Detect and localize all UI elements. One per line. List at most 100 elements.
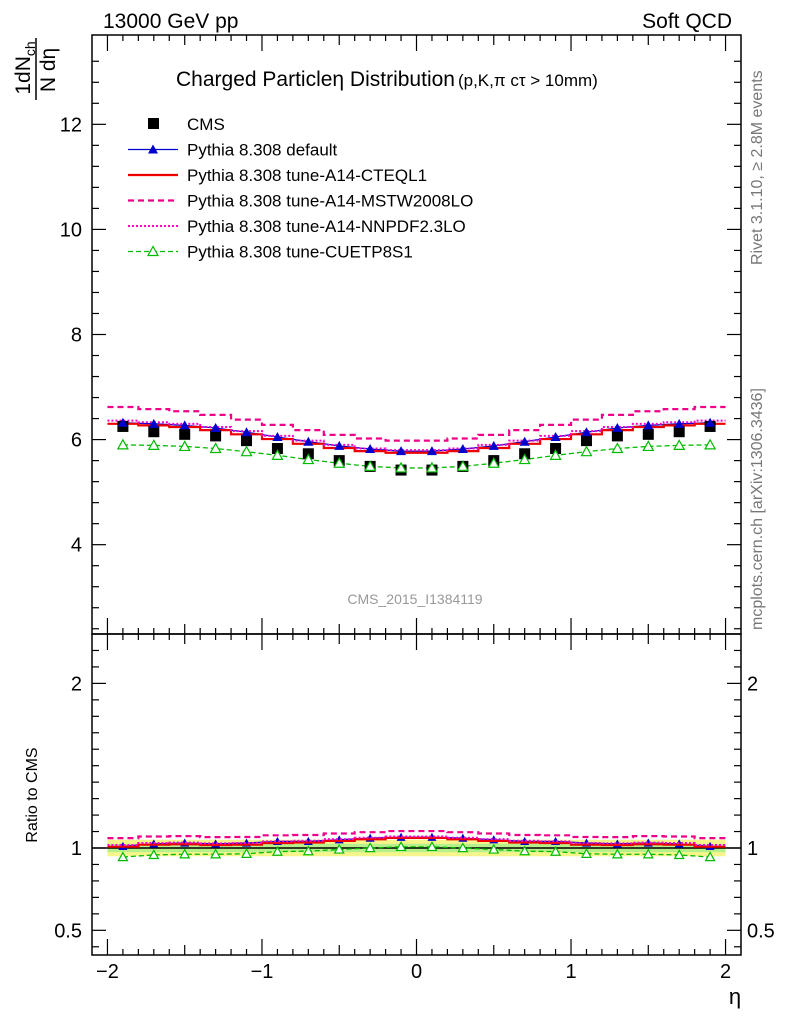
mcplots-label: mcplots.cern.ch [arXiv:1306.3436] xyxy=(749,388,766,630)
header-left: 13000 GeV pp xyxy=(103,10,238,33)
chart-title: Charged Particleη Distribution (p,K,π cτ … xyxy=(176,68,598,91)
cuetp-point xyxy=(395,461,408,473)
cuetp-point xyxy=(116,438,129,450)
ylabel-denominator: N dη xyxy=(37,48,60,92)
ratio-line-nnpdf xyxy=(107,835,726,847)
cuetp-point xyxy=(425,461,438,473)
cms-point xyxy=(271,443,283,455)
cuetp-point xyxy=(271,449,284,460)
legend-label-nnpdf: Pythia 8.308 tune-A14-NNPDF2.3LO xyxy=(187,217,466,236)
ratio-y-tick-label-right: 2 xyxy=(747,673,758,695)
legend-marker-default xyxy=(148,144,158,154)
watermark: CMS_2015_I1384119 xyxy=(347,591,482,607)
ratio-line-cuetp xyxy=(122,846,711,858)
ratio-cuetp-point xyxy=(673,849,685,860)
cuetp-point xyxy=(302,453,315,465)
series-line-cteql1 xyxy=(107,422,726,454)
cms-point xyxy=(179,428,191,440)
series-line-default xyxy=(122,422,711,452)
default-point xyxy=(519,436,530,446)
y-tick-label: 8 xyxy=(71,325,82,347)
default-point xyxy=(117,417,128,427)
cuetp-point xyxy=(580,445,593,457)
legend-label-cuetp: Pythia 8.308 tune-CUETP8S1 xyxy=(187,243,413,262)
ratio-cuetp-point xyxy=(550,845,562,856)
legend-label-mstw: Pythia 8.308 tune-A14-MSTW2008LO xyxy=(187,192,473,211)
ratio-panel: 0.5 0.5 1 1 2 2 −2 −1 0 1 2 Ratio to CMS η xyxy=(24,633,775,1009)
x-tick-label: −1 xyxy=(251,961,274,983)
ratio-cuetp-point xyxy=(395,841,407,852)
ratio-y-tick-label-right: 0.5 xyxy=(747,920,775,942)
ratio-cuetp-point xyxy=(704,851,716,862)
x-tick-label: −2 xyxy=(96,961,119,983)
ratio-x-ticks: −2 −1 0 1 2 xyxy=(96,634,731,983)
default-point xyxy=(488,440,499,450)
x-tick-label: 1 xyxy=(565,961,576,983)
series-line-nnpdf xyxy=(107,419,726,452)
ratio-y-tick-label: 1 xyxy=(71,838,82,860)
default-point xyxy=(674,418,685,428)
cms-point xyxy=(580,435,592,447)
cms-point xyxy=(210,430,222,442)
ratio-cuetp-point xyxy=(488,843,500,854)
y-tick-label: 4 xyxy=(71,535,82,557)
default-point xyxy=(581,427,592,437)
y-tick-label: 6 xyxy=(71,430,82,452)
ratio-cuetp-point xyxy=(642,848,654,859)
x-tick-label: 0 xyxy=(411,961,422,983)
cuetp-point xyxy=(611,442,624,454)
ratio-y-tick-label: 2 xyxy=(71,673,82,695)
default-point xyxy=(241,427,252,437)
default-point xyxy=(426,446,437,456)
series-line-cuetp xyxy=(122,444,711,469)
default-point xyxy=(705,417,716,427)
default-point xyxy=(550,431,561,441)
ratio-cuetp-point xyxy=(333,843,345,854)
ratio-cuetp-point xyxy=(519,845,531,856)
cuetp-point xyxy=(673,439,686,450)
default-point xyxy=(210,423,221,433)
y-tick-label: 12 xyxy=(60,114,82,136)
x-axis-label: η xyxy=(729,984,741,1009)
main-markers xyxy=(116,417,717,476)
ratio-line-mstw xyxy=(107,829,726,840)
ratio-lines xyxy=(107,829,726,862)
default-point xyxy=(303,436,314,446)
legend-marker-cuetp xyxy=(146,245,160,257)
ratio-cuetp-point xyxy=(148,849,160,860)
ratio-frame xyxy=(91,633,742,956)
default-point xyxy=(272,431,283,441)
legend-label-cms: CMS xyxy=(187,115,225,134)
legend-marker-cms xyxy=(148,118,159,129)
default-point xyxy=(365,444,376,454)
ratio-ylabel: Ratio to CMS xyxy=(24,747,41,842)
chart-title-main: Charged Particleη Distribution xyxy=(176,68,455,91)
default-point xyxy=(643,420,654,430)
cuetp-point xyxy=(240,445,253,457)
legend: CMS Pythia 8.308 default Pythia 8.308 tune… xyxy=(128,115,473,262)
main-x-ticks xyxy=(106,35,727,634)
main-panel: 4 6 8 10 12 Charged Particleη Distribution (p… xyxy=(12,34,742,635)
cms-point xyxy=(642,428,654,440)
main-y-ticks: 4 6 8 10 12 xyxy=(60,60,741,630)
default-point xyxy=(334,440,345,450)
ylabel-num-sub: ch xyxy=(22,41,38,56)
cms-point xyxy=(241,435,253,447)
default-point xyxy=(457,444,468,454)
ratio-cuetp-point xyxy=(117,851,129,862)
cuetp-point xyxy=(518,453,531,465)
cuetp-point xyxy=(147,439,160,450)
cuetp-point xyxy=(704,438,717,450)
cuetp-point xyxy=(364,460,377,471)
ratio-cuetp-point xyxy=(179,848,191,859)
cuetp-point xyxy=(456,460,469,471)
ylabel-numerator: 1dNch xyxy=(12,41,38,94)
ratio-cuetp-point xyxy=(302,845,314,856)
cms-point xyxy=(673,426,685,438)
cuetp-point xyxy=(209,442,222,454)
y-tick-label: 10 xyxy=(60,219,82,241)
cuetp-point xyxy=(487,456,500,468)
ratio-y-tick-label: 0.5 xyxy=(54,920,82,942)
